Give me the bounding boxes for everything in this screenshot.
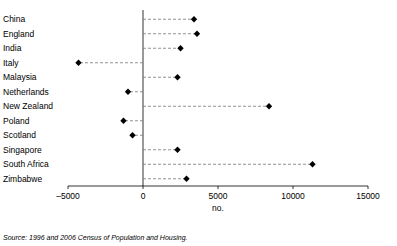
- marks: [75, 16, 315, 182]
- marker: [120, 118, 126, 124]
- marker: [183, 176, 189, 182]
- category-label: Italy: [3, 58, 19, 68]
- stem: [79, 62, 144, 63]
- stem: [143, 164, 313, 165]
- category-label: India: [3, 43, 22, 53]
- marker: [174, 147, 180, 153]
- x-tick: [143, 186, 144, 189]
- x-tick-label: 10000: [281, 191, 305, 201]
- category-label: Malaysia: [3, 72, 37, 82]
- category-label: South Africa: [3, 159, 49, 169]
- x-tick-label: 5000: [209, 191, 228, 201]
- marker: [75, 60, 81, 66]
- category-label: Scotland: [3, 130, 36, 140]
- x-tick-label: –5000: [56, 191, 80, 201]
- stem: [143, 149, 178, 150]
- x-tick: [368, 186, 369, 189]
- marker: [177, 45, 183, 51]
- stem: [143, 19, 194, 20]
- source-note: Source: 1996 and 2006 Census of Populati…: [3, 234, 188, 242]
- marker: [174, 74, 180, 80]
- x-axis-label: no.: [212, 203, 224, 213]
- stem: [143, 178, 187, 179]
- stem: [143, 33, 197, 34]
- marker: [191, 16, 197, 22]
- x-tick-label: 0: [141, 191, 146, 201]
- x-tick: [68, 186, 69, 189]
- marker: [266, 103, 272, 109]
- category-label: Netherlands: [3, 87, 49, 97]
- category-label: Singapore: [3, 145, 42, 155]
- marker: [129, 132, 135, 138]
- stem: [143, 77, 178, 78]
- x-tick-label: 15000: [356, 191, 380, 201]
- category-label: New Zealand: [3, 101, 53, 111]
- marker: [309, 161, 315, 167]
- marker: [125, 89, 131, 95]
- x-tick: [293, 186, 294, 189]
- category-label: Poland: [3, 116, 30, 126]
- x-tick: [218, 186, 219, 189]
- category-label: Zimbabwe: [3, 174, 42, 184]
- category-label: England: [3, 29, 34, 39]
- category-label: China: [3, 14, 25, 24]
- marker: [194, 31, 200, 37]
- stem: [143, 106, 269, 107]
- zero-line: [143, 10, 144, 186]
- stem: [143, 48, 181, 49]
